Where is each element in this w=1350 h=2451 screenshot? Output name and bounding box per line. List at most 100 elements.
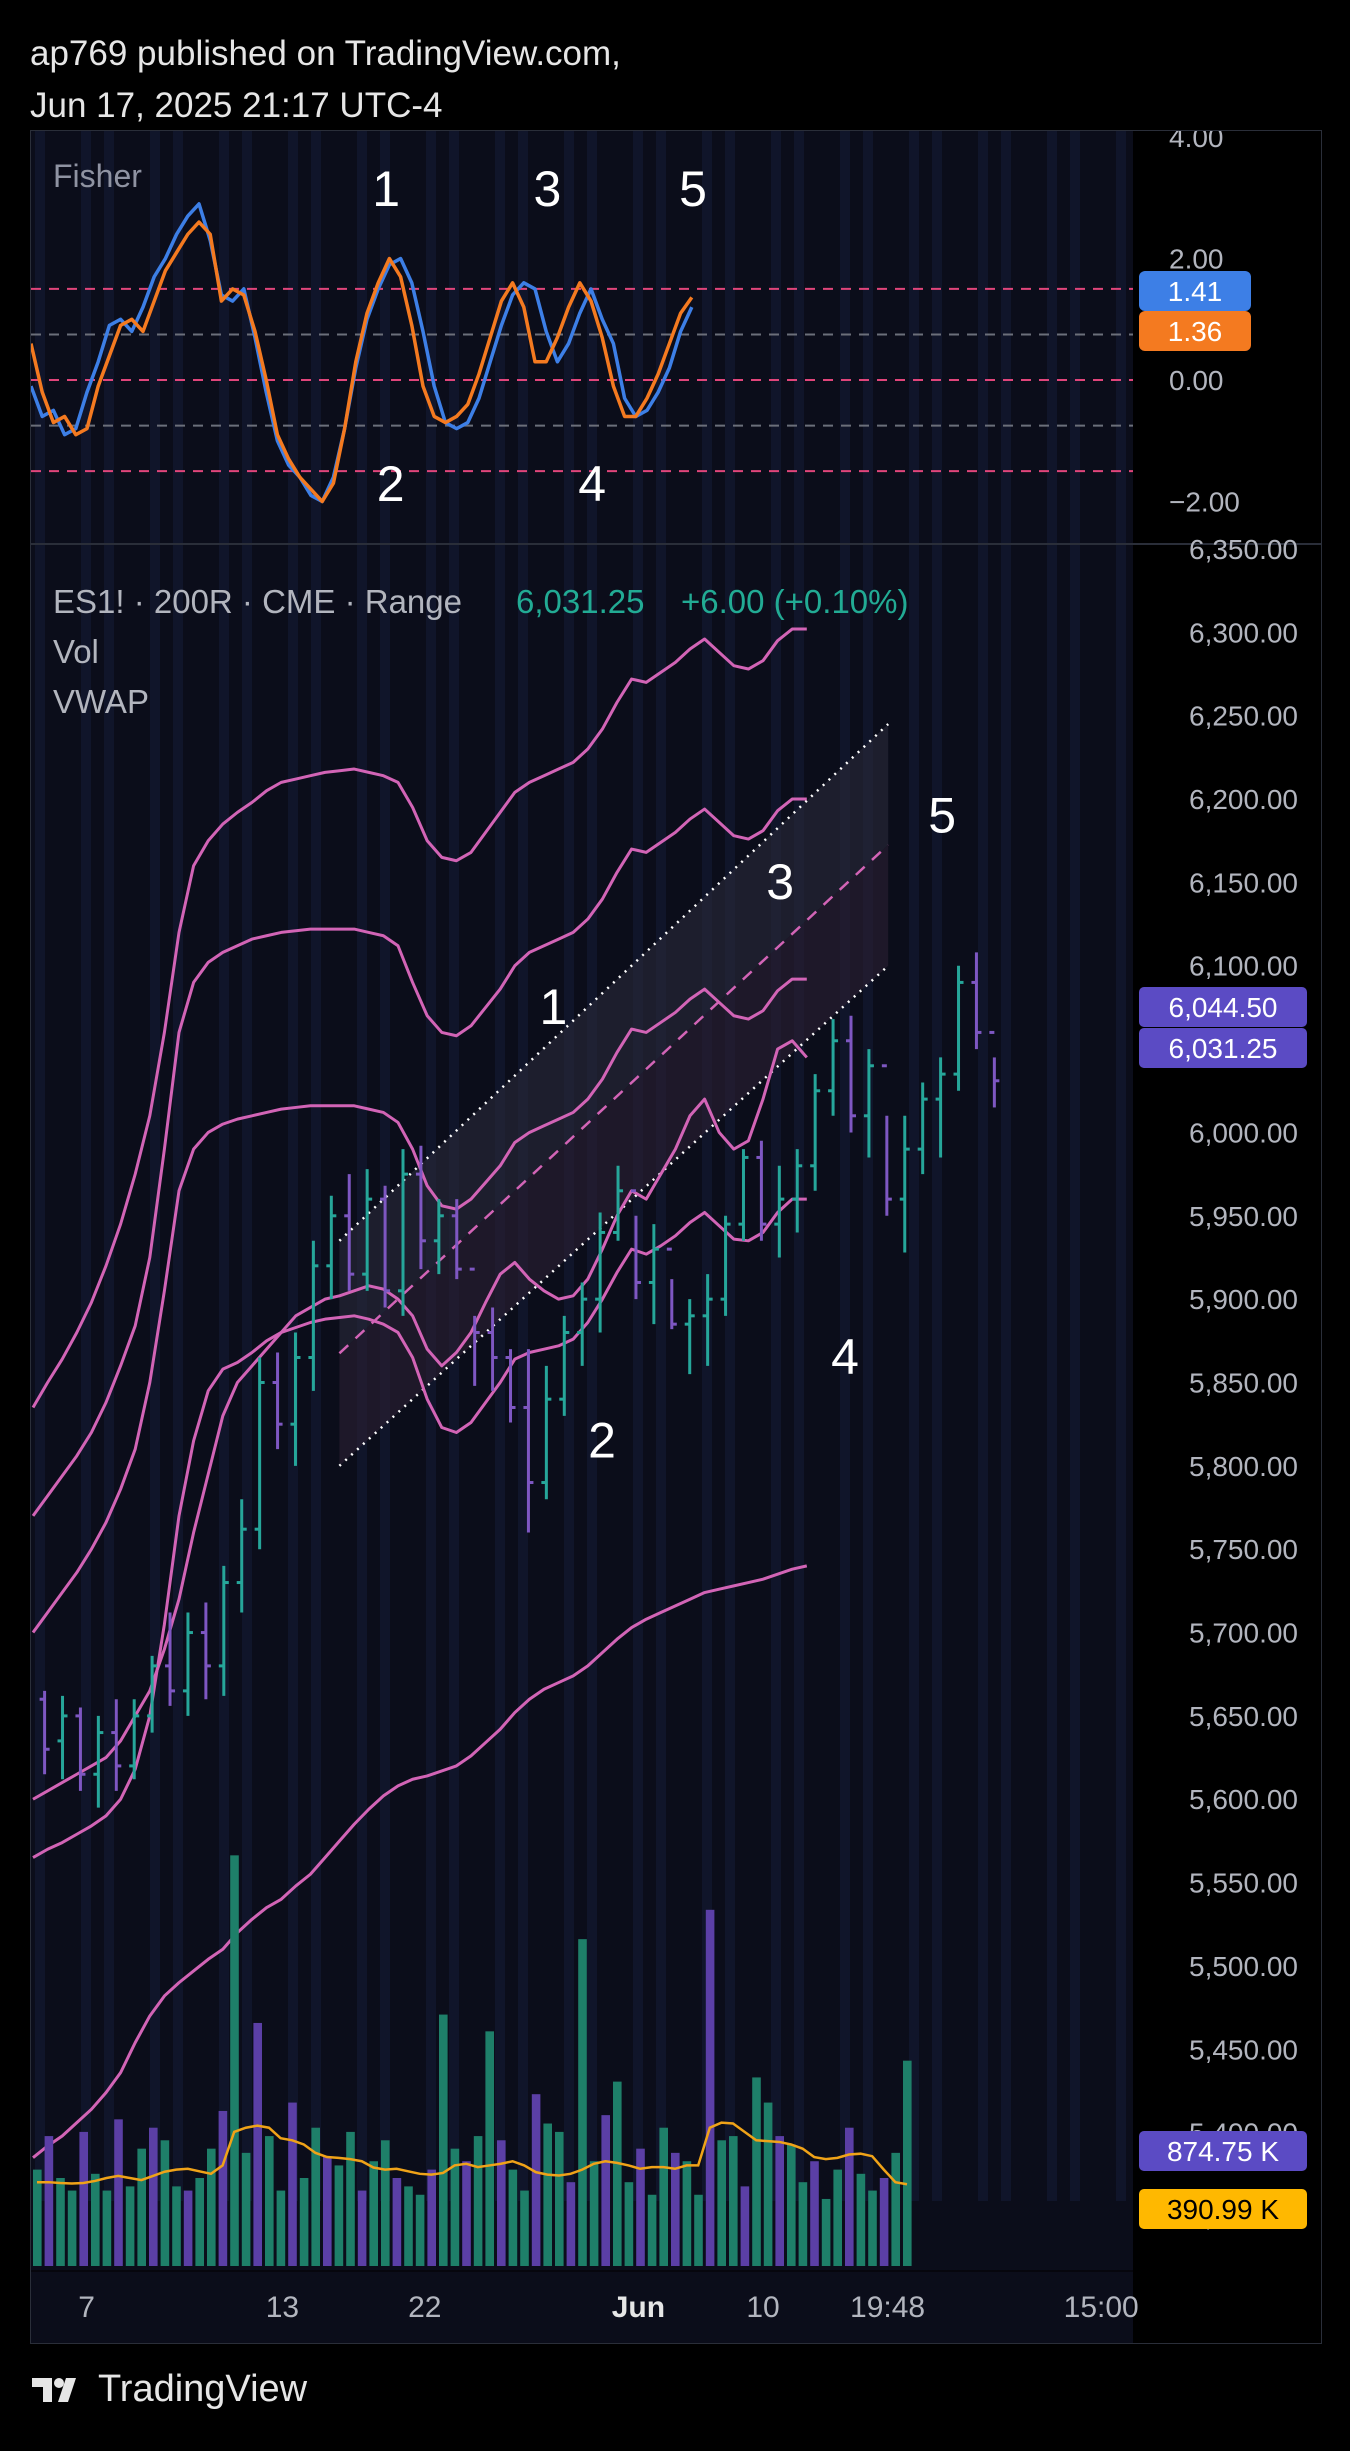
volume-bar: [149, 2127, 158, 2266]
price-bar: [272, 1352, 283, 1450]
vwap-line: [32, 1039, 808, 1801]
price-wave-label: 2: [588, 1413, 616, 1469]
volume-bar: [775, 2136, 784, 2266]
volume-bar: [578, 1939, 587, 2266]
price-bar: [165, 1612, 176, 1706]
volume-bar: [833, 2169, 842, 2266]
volume-bar: [566, 2182, 576, 2266]
volume-bar: [404, 2186, 413, 2266]
time-axis-tick: 15:00: [1064, 2291, 1139, 2324]
volume-bar: [589, 2161, 599, 2266]
price-bar: [881, 1064, 892, 1216]
session-stripe: [978, 131, 988, 2201]
fisher-wave-label: 2: [377, 456, 405, 512]
volume-bar: [682, 2161, 692, 2266]
price-bar: [899, 1115, 910, 1253]
volume-bar: [752, 2077, 761, 2266]
session-stripe: [35, 131, 45, 2201]
volume-bar: [172, 2186, 181, 2266]
session-stripe: [81, 131, 91, 2201]
price-bar: [666, 1247, 677, 1330]
volume-bar: [613, 2081, 622, 2266]
price-bar: [523, 1349, 534, 1533]
vwap-band-line: [31, 627, 807, 1409]
price-bar: [935, 1057, 946, 1158]
time-axis-tick: 7: [78, 2291, 95, 2324]
fisher-wave-label: 3: [533, 161, 561, 217]
volume-label-text: 874.75 K: [1167, 2136, 1279, 2167]
vwap-band-line: [31, 797, 807, 1517]
volume-bar: [810, 2161, 819, 2266]
session-stripe: [725, 131, 735, 2201]
fisher-axis-tick: 4.00: [1169, 131, 1224, 153]
price-axis-tick: 6,000.00: [1189, 1117, 1298, 1148]
price-label-text: 6,031.25: [1169, 1033, 1278, 1064]
time-axis-tick: Jun: [612, 2291, 665, 2324]
price-bar: [577, 1282, 588, 1366]
session-stripe: [702, 131, 712, 2201]
price-bar: [702, 1274, 713, 1366]
price-bar: [380, 1185, 391, 1308]
session-stripe: [909, 131, 919, 2201]
fisher-axis-tick: 2.00: [1169, 244, 1224, 275]
price-bar: [398, 1149, 408, 1316]
volume-bar: [891, 2152, 900, 2266]
session-stripe: [242, 131, 252, 2201]
volume-bar: [473, 2136, 483, 2266]
price-bar: [451, 1199, 462, 1280]
session-stripe: [311, 131, 321, 2201]
volume-bar: [33, 2169, 42, 2266]
vwap-band-line: [32, 1197, 807, 1859]
volume-bar: [67, 2190, 77, 2266]
volume-bar: [369, 2161, 378, 2266]
price-bar: [828, 1019, 839, 1116]
volume-bar: [821, 2198, 831, 2266]
tradingview-logo-icon: [32, 2377, 76, 2402]
time-axis-tick: 19:48: [850, 2291, 925, 2324]
volume-bar: [508, 2169, 518, 2266]
volume-bar: [299, 2178, 309, 2266]
volume-bar: [636, 2148, 645, 2266]
fisher-title: Fisher: [53, 158, 142, 194]
volume-bar: [253, 2022, 262, 2266]
volume-bar: [462, 2161, 471, 2266]
price-bar: [326, 1195, 337, 1300]
price-bar: [684, 1299, 695, 1375]
session-stripe: [380, 131, 390, 2201]
volume-bar: [334, 2165, 344, 2266]
legend-vwap: VWAP: [53, 683, 149, 720]
volume-bar: [903, 2060, 912, 2266]
fisher-axis-tick: 0.00: [1169, 365, 1224, 396]
volume-bar: [485, 2031, 494, 2266]
price-bar: [290, 1332, 301, 1466]
last-price-text: 6,031.25: [516, 583, 644, 620]
price-axis-tick: 6,200.00: [1189, 784, 1298, 815]
volume-bar: [879, 2178, 889, 2266]
price-bar: [200, 1602, 211, 1700]
volume-bar: [543, 2123, 552, 2266]
volume-ma-line: [37, 2121, 908, 2186]
volume-bar: [694, 2194, 703, 2266]
price-bar: [648, 1224, 659, 1325]
price-axis-tick: 6,250.00: [1189, 701, 1298, 732]
price-axis-tick: 5,550.00: [1189, 1868, 1298, 1899]
volume-bar: [91, 2173, 100, 2266]
session-stripe: [1116, 131, 1126, 2201]
price-axis-tick: 5,450.00: [1189, 2034, 1298, 2065]
volume-bar: [647, 2194, 657, 2266]
channel-upper-line: [338, 723, 890, 1242]
volume-bar: [357, 2190, 367, 2266]
price-bar: [415, 1145, 426, 1270]
publish-date: Jun 17, 2025 21:17 UTC-4: [30, 86, 443, 125]
volume-bar: [555, 2131, 564, 2266]
vwap-band-line: [32, 1564, 808, 2159]
volume-bar: [288, 2102, 297, 2266]
volume-bar: [323, 2157, 332, 2266]
price-bar: [505, 1349, 516, 1423]
price-bar: [57, 1695, 68, 1780]
session-stripe: [1047, 131, 1057, 2201]
volume-ma-label-text: 390.99 K: [1167, 2194, 1279, 2225]
symbol-title: ES1! · 200R · CME · Range: [53, 583, 462, 620]
volume-bar: [415, 2194, 425, 2266]
